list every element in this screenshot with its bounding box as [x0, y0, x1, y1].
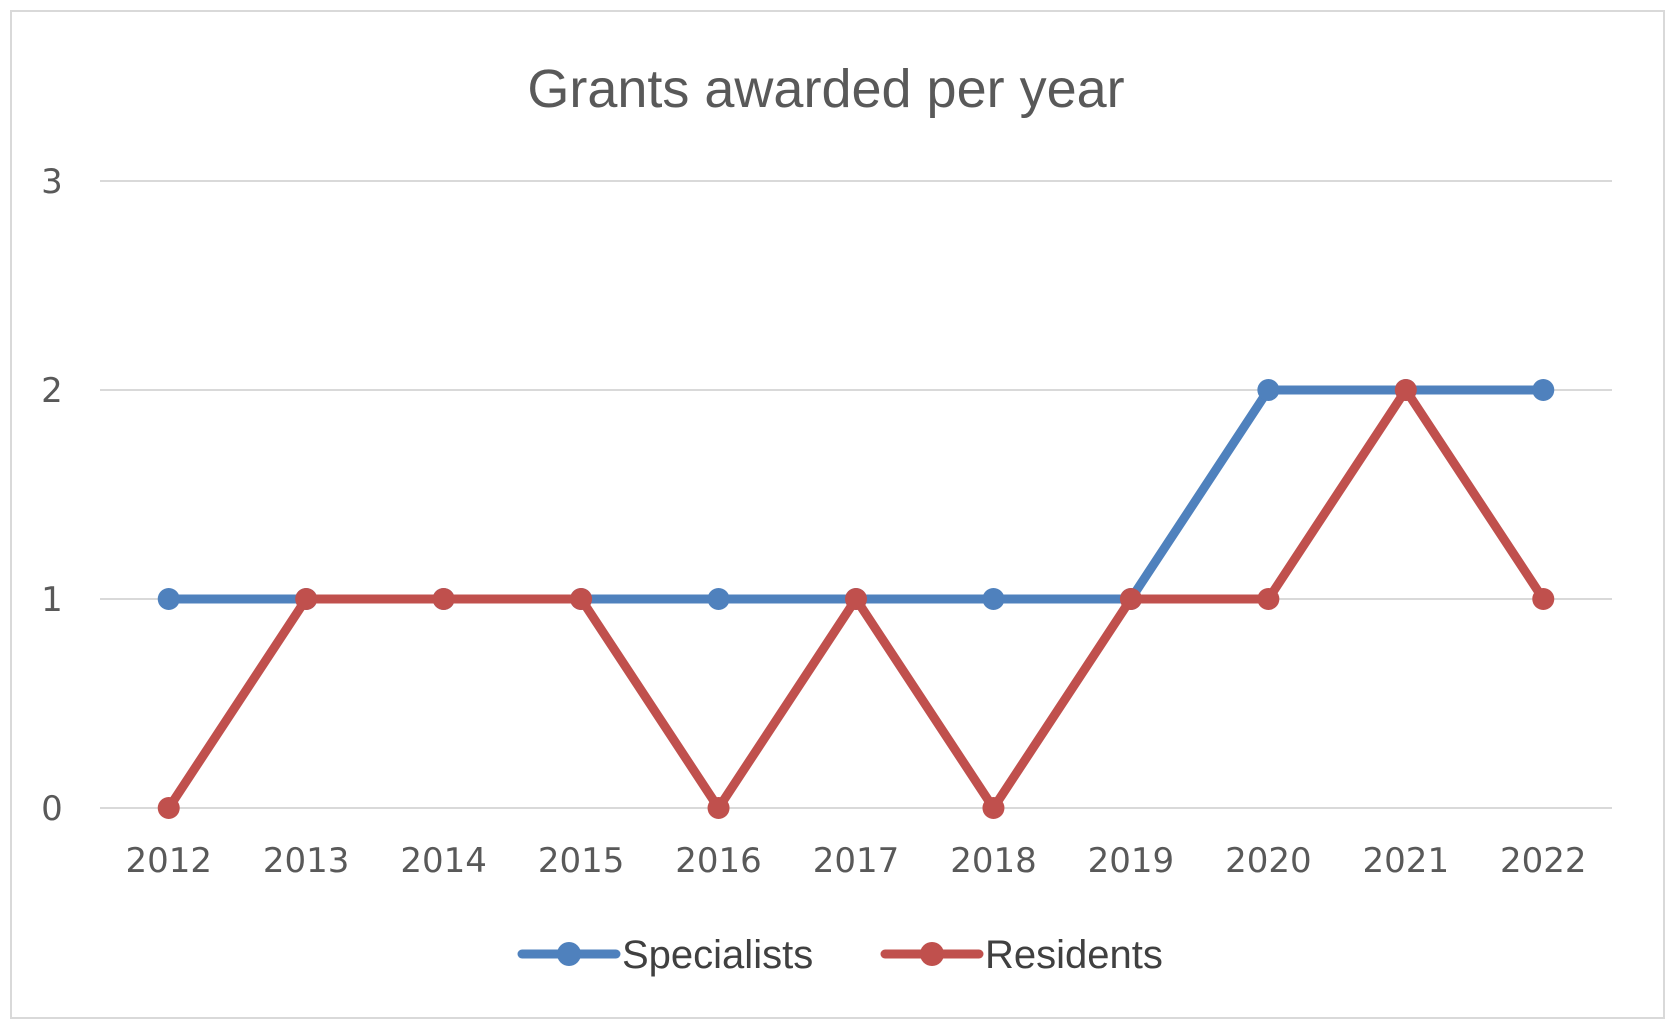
data-point — [982, 797, 1005, 819]
data-point — [1257, 379, 1280, 401]
x-tick-label: 2021 — [1363, 841, 1450, 881]
gridlines — [100, 180, 1612, 809]
series-specialists — [157, 379, 1555, 610]
x-tick-label: 2017 — [813, 841, 900, 881]
y-tick-label: 3 — [41, 162, 63, 202]
x-tick-label: 2015 — [538, 841, 625, 881]
data-point — [707, 588, 730, 610]
data-point — [157, 588, 180, 610]
x-tick-label: 2014 — [400, 841, 487, 881]
y-axis-ticks: 0 1 2 3 — [41, 162, 63, 829]
x-tick-label: 2012 — [125, 841, 212, 881]
chart-frame — [10, 10, 1665, 1019]
legend-item-specialists: Specialists — [517, 933, 813, 977]
data-point — [1532, 379, 1555, 401]
data-point — [707, 797, 730, 819]
legend-label: Residents — [985, 933, 1163, 977]
legend-marker-swatch — [920, 942, 944, 966]
series-layer — [157, 379, 1555, 819]
data-point — [1119, 588, 1142, 610]
legend-item-residents: Residents — [880, 933, 1163, 977]
x-tick-label: 2013 — [263, 841, 350, 881]
data-point — [157, 797, 180, 819]
data-point — [982, 588, 1005, 610]
data-point — [570, 588, 593, 610]
legend: Specialists Residents — [517, 933, 1163, 977]
data-point — [845, 588, 867, 610]
data-point — [1532, 588, 1555, 610]
y-tick-label: 1 — [41, 580, 63, 620]
x-axis-ticks: 2012 2013 2014 2015 2016 2017 2018 2019 2020 2021… — [125, 841, 1586, 881]
data-point — [1394, 379, 1417, 401]
x-tick-label: 2022 — [1500, 841, 1587, 881]
x-tick-label: 2020 — [1225, 841, 1312, 881]
x-tick-label: 2016 — [675, 841, 762, 881]
y-tick-label: 2 — [41, 371, 63, 411]
series-residents — [157, 379, 1555, 819]
chart-title: Grants awarded per year — [527, 59, 1124, 119]
data-point — [1257, 588, 1280, 610]
data-point — [432, 588, 455, 610]
legend-marker-swatch — [557, 942, 581, 966]
data-point — [295, 588, 318, 610]
y-tick-label: 0 — [41, 789, 63, 829]
x-tick-label: 2019 — [1088, 841, 1175, 881]
x-tick-label: 2018 — [950, 841, 1037, 881]
legend-label: Specialists — [622, 933, 813, 977]
